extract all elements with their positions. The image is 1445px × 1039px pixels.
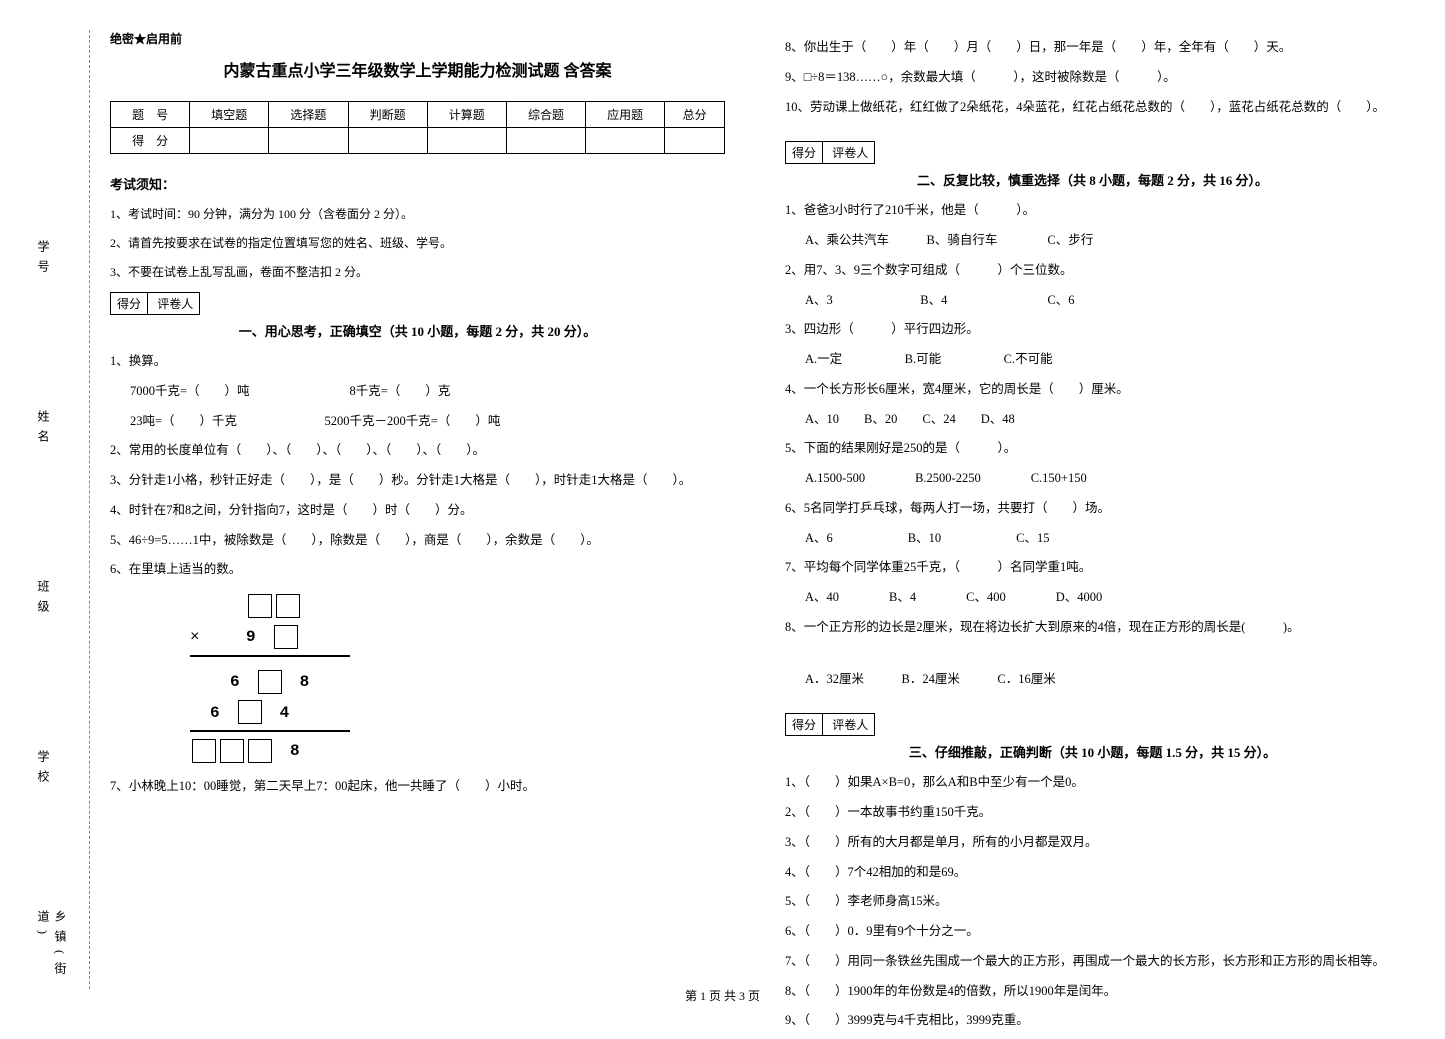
question: 10、劳动课上做纸花，红红做了2朵纸花，4朵蓝花，红花占纸花总数的（ ），蓝花占…: [785, 96, 1400, 120]
question: 6、（ ）0．9里有9个十分之一。: [785, 920, 1400, 944]
question: 2、用7、3、9三个数字可组成（ ）个三位数。: [785, 259, 1400, 283]
question-sub: 7000千克=（ ）吨 8千克=（ ）克: [110, 380, 725, 404]
question: 3、四边形（ ）平行四边形。: [785, 318, 1400, 342]
grader-box: 得分 评卷人: [110, 292, 200, 315]
row-label: 得 分: [111, 128, 190, 154]
options: A、10 B、20 C、24 D、48: [785, 408, 1400, 432]
side-label-id: 学号: [35, 240, 52, 280]
question: 5、46÷9=5……1中，被除数是（ ），除数是（ ），商是（ ），余数是（ ）…: [110, 529, 725, 553]
question: 9、（ ）3999克与4千克相比，3999克重。: [785, 1009, 1400, 1033]
question: 6、5名同学打乒乓球，每两人打一场，共要打（ ）场。: [785, 497, 1400, 521]
notice-heading: 考试须知：: [110, 174, 725, 193]
side-label-school: 学校: [35, 750, 52, 790]
score-label: 得分: [786, 714, 823, 735]
grader-box: 得分 评卷人: [785, 713, 875, 736]
question: 3、分针走1小格，秒针正好走（ ），是（ ）秒。分针走1大格是（ ），时针走1大…: [110, 469, 725, 493]
col-header: 计算题: [427, 102, 506, 128]
question: 2、常用的长度单位有（ ）、（ ）、（ ）、（ ）、（ ）。: [110, 439, 725, 463]
side-label-class: 班级: [35, 580, 52, 620]
score-label: 得分: [111, 293, 148, 314]
notice-item: 3、不要在试卷上乱写乱画，卷面不整洁扣 2 分。: [110, 263, 725, 280]
section-1-title: 一、用心思考，正确填空（共 10 小题，每题 2 分，共 20 分）。: [110, 321, 725, 340]
grader-label: 评卷人: [826, 142, 874, 163]
col-header: 综合题: [506, 102, 585, 128]
grader-label: 评卷人: [151, 293, 199, 314]
col-header: 判断题: [348, 102, 427, 128]
col-header: 填空题: [190, 102, 269, 128]
col-header: 总分: [665, 102, 725, 128]
score-summary-table: 题 号 填空题 选择题 判断题 计算题 综合题 应用题 总分 得 分: [110, 101, 725, 154]
question: 6、在里填上适当的数。: [110, 558, 725, 582]
vertical-calculation-2: 6 8 6 4 8: [190, 667, 725, 765]
score-label: 得分: [786, 142, 823, 163]
options: A、6 B、10 C、15: [785, 527, 1400, 551]
question: 4、时针在7和8之间，分针指向7，这时是（ ）时（ ）分。: [110, 499, 725, 523]
question: 8、你出生于（ ）年（ ）月（ ）日，那一年是（ ）年，全年有（ ）天。: [785, 36, 1400, 60]
options: A、3 B、4 C、6: [785, 289, 1400, 313]
right-column: 8、你出生于（ ）年（ ）月（ ）日，那一年是（ ）年，全年有（ ）天。 9、□…: [785, 30, 1420, 1039]
options: A．32厘米 B．24厘米 C．16厘米: [785, 668, 1400, 692]
options: A.1500-500 B.2500-2250 C.150+150: [785, 467, 1400, 491]
section-2-title: 二、反复比较，慎重选择（共 8 小题，每题 2 分，共 16 分）。: [785, 170, 1400, 189]
table-row: 得 分: [111, 128, 725, 154]
question: 8、一个正方形的边长是2厘米，现在将边长扩大到原来的4倍，现在正方形的周长是( …: [785, 616, 1400, 640]
binding-sidebar: 乡镇(街道) 学校 班级 姓名 学号: [30, 30, 90, 989]
exam-title: 内蒙古重点小学三年级数学上学期能力检测试题 含答案: [110, 57, 725, 81]
question: 7、（ ）用同一条铁丝先围成一个最大的正方形，再围成一个最大的长方形，长方形和正…: [785, 950, 1400, 974]
side-label-township: 乡镇(街道): [35, 910, 69, 989]
notice-item: 2、请首先按要求在试卷的指定位置填写您的姓名、班级、学号。: [110, 234, 725, 251]
question: 4、（ ）7个42相加的和是69。: [785, 861, 1400, 885]
question: 3、（ ）所有的大月都是单月，所有的小月都是双月。: [785, 831, 1400, 855]
question: 1、爸爸3小时行了210千米，他是（ ）。: [785, 199, 1400, 223]
vertical-calculation-1: × 9: [190, 592, 725, 657]
question: 1、换算。: [110, 350, 725, 374]
question: 7、小林晚上10：00睡觉，第二天早上7：00起床，他一共睡了（ ）小时。: [110, 775, 725, 799]
section-3-title: 三、仔细推敲，正确判断（共 10 小题，每题 1.5 分，共 15 分）。: [785, 742, 1400, 761]
page-footer: 第 1 页 共 3 页: [0, 987, 1445, 1004]
grader-box: 得分 评卷人: [785, 141, 875, 164]
notice-item: 1、考试时间：90 分钟，满分为 100 分（含卷面分 2 分）。: [110, 205, 725, 222]
question-sub: 23吨=（ ）千克 5200千克－200千克=（ ）吨: [110, 410, 725, 434]
col-header: 选择题: [269, 102, 348, 128]
question: 2、（ ）一本故事书约重150千克。: [785, 801, 1400, 825]
question: 7、平均每个同学体重25千克，（ ）名同学重1吨。: [785, 556, 1400, 580]
left-column: 绝密★启用前 内蒙古重点小学三年级数学上学期能力检测试题 含答案 题 号 填空题…: [110, 30, 745, 1039]
page-content: 绝密★启用前 内蒙古重点小学三年级数学上学期能力检测试题 含答案 题 号 填空题…: [110, 30, 1420, 1039]
question: 5、下面的结果刚好是250的是（ ）。: [785, 437, 1400, 461]
side-label-name: 姓名: [35, 410, 52, 450]
table-row: 题 号 填空题 选择题 判断题 计算题 综合题 应用题 总分: [111, 102, 725, 128]
options: A.一定 B.可能 C.不可能: [785, 348, 1400, 372]
col-header: 题 号: [111, 102, 190, 128]
seal-notice: 绝密★启用前: [110, 30, 725, 47]
question: 1、（ ）如果A×B=0，那么A和B中至少有一个是0。: [785, 771, 1400, 795]
question: 4、一个长方形长6厘米，宽4厘米，它的周长是（ ）厘米。: [785, 378, 1400, 402]
options: A、40 B、4 C、400 D、4000: [785, 586, 1400, 610]
grader-label: 评卷人: [826, 714, 874, 735]
question: 5、（ ）李老师身高15米。: [785, 890, 1400, 914]
options: A、乘公共汽车 B、骑自行车 C、步行: [785, 229, 1400, 253]
question: 9、□÷8＝138……○，余数最大填（ ），这时被除数是（ ）。: [785, 66, 1400, 90]
col-header: 应用题: [586, 102, 665, 128]
